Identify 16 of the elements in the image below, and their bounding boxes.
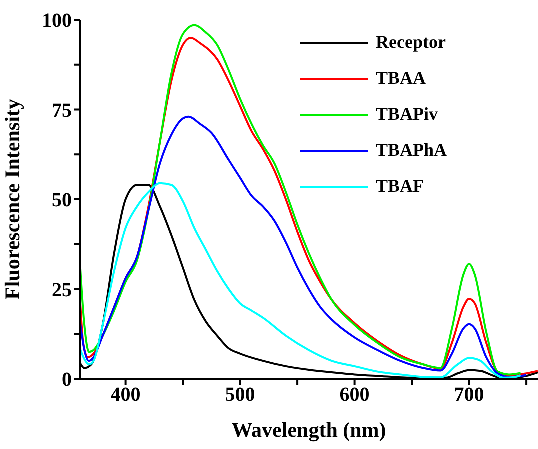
legend-label: TBAF <box>376 176 424 197</box>
x-tick-label: 700 <box>454 384 484 406</box>
legend-label: TBAPiv <box>376 104 438 125</box>
x-tick-label: 600 <box>340 384 370 406</box>
y-tick-label: 75 <box>52 100 72 122</box>
y-tick-label: 25 <box>52 279 72 302</box>
y-axis-title: Fluorescence Intensity <box>0 98 24 300</box>
y-tick-label: 50 <box>52 190 72 212</box>
y-tick-label: 0 <box>62 369 72 392</box>
x-tick-label: 400 <box>110 384 141 406</box>
legend-label: TBAA <box>376 68 426 89</box>
x-tick-label: 500 <box>225 384 256 406</box>
x-axis-title: Wavelength (nm) <box>232 418 386 442</box>
y-tick-label: 100 <box>42 10 72 32</box>
legend-label: TBAPhA <box>376 140 448 161</box>
legend-label: Receptor <box>376 32 446 53</box>
